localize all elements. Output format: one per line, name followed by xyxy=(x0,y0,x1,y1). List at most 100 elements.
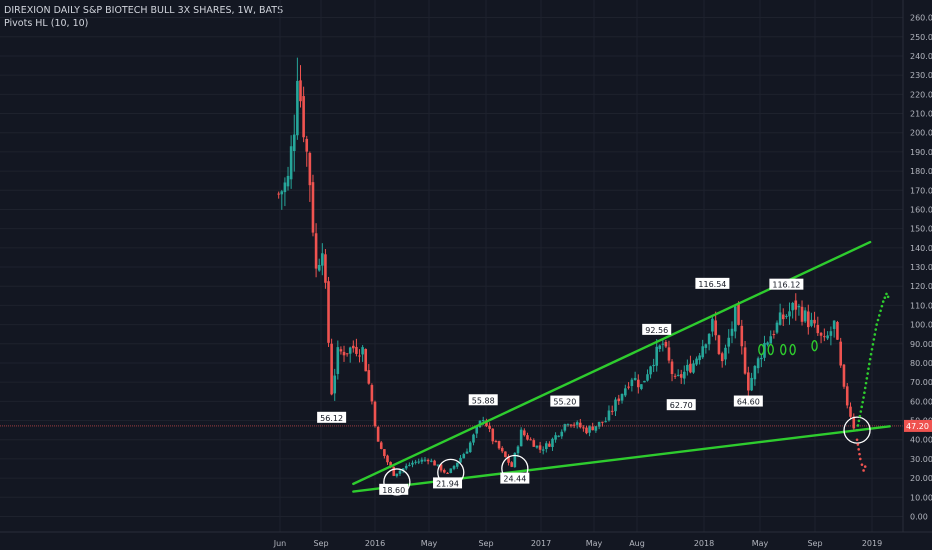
time-axis[interactable]: Jun Sep 2016 May Sep 2017 May Aug 2018 May Sep 2019 xyxy=(273,539,882,548)
pivot-label: 21.94 xyxy=(436,479,459,488)
candle-body xyxy=(494,441,498,443)
y-tick-label: 30.00 xyxy=(910,455,932,464)
candle-body xyxy=(497,441,501,449)
projection-dot-up xyxy=(855,428,859,432)
price-axis[interactable]: 0.0010.0020.0030.0040.0050.0060.0070.008… xyxy=(904,14,932,522)
candle-body xyxy=(810,319,813,326)
x-tick-label: May xyxy=(586,539,603,548)
projection-dot-up xyxy=(880,304,884,308)
candle-body xyxy=(760,357,763,360)
candle-body xyxy=(373,401,377,427)
y-tick-label: 170.00 xyxy=(910,186,932,195)
candle-body xyxy=(358,355,361,357)
projection-dot-up xyxy=(858,414,862,418)
candle-body xyxy=(286,175,290,187)
candle-body xyxy=(698,355,701,361)
candle-body xyxy=(720,353,724,362)
candle-body xyxy=(591,426,594,431)
x-tick-label: 2016 xyxy=(365,539,385,548)
candle-body xyxy=(529,439,532,441)
projection-dot-up xyxy=(857,419,861,423)
projection-dot-down xyxy=(863,465,867,468)
candle-body xyxy=(280,191,284,195)
candle-body xyxy=(532,440,536,447)
pivot-label-bg xyxy=(379,483,409,495)
pivot-label: 24.44 xyxy=(503,475,526,484)
candle-body xyxy=(500,447,504,452)
trendlines xyxy=(0,240,903,493)
annotations xyxy=(383,292,890,496)
projection-dot-up xyxy=(875,323,878,326)
pivot-label-bg xyxy=(695,277,730,289)
y-tick-label: 20.00 xyxy=(910,474,932,483)
candle-body xyxy=(468,442,472,453)
candle-body xyxy=(398,470,402,474)
pivot-label-bg xyxy=(500,472,530,484)
projection-dot-down xyxy=(859,457,862,461)
candle-body xyxy=(481,419,485,421)
candle-body xyxy=(545,443,548,450)
y-tick-label: 90.00 xyxy=(910,340,932,349)
candle-body xyxy=(523,430,526,436)
candle-body xyxy=(727,337,731,347)
candle-body xyxy=(673,375,677,377)
candle-body xyxy=(548,443,551,447)
pivot-label: 116.12 xyxy=(772,281,800,290)
candle-body xyxy=(658,345,662,349)
candle-body xyxy=(800,306,804,322)
candle-body xyxy=(747,372,750,391)
candle-body xyxy=(452,466,456,469)
candle-body xyxy=(714,320,717,336)
x-tick-label: 2017 xyxy=(531,539,551,548)
projection-dot-up xyxy=(883,296,887,300)
candle-body xyxy=(352,345,355,349)
projection-dot-up xyxy=(865,377,869,380)
projection-dot-up xyxy=(863,391,866,395)
pivot-label-bg xyxy=(468,394,498,406)
y-tick-label: 40.00 xyxy=(910,436,932,445)
last-price-label: 47.20 xyxy=(906,422,929,431)
candle-body xyxy=(404,465,408,469)
candle-body xyxy=(459,457,462,463)
y-tick-label: 120.00 xyxy=(910,282,932,291)
candle-body xyxy=(367,370,371,384)
projection-dot-up xyxy=(866,372,869,375)
candle-body xyxy=(845,386,849,406)
y-tick-label: 210.00 xyxy=(910,110,932,119)
candle-body xyxy=(569,424,573,426)
candle-body xyxy=(560,431,564,437)
pivot-label: 116.54 xyxy=(698,280,726,289)
candle-body xyxy=(832,320,836,329)
candle-body xyxy=(336,347,340,374)
candle-body xyxy=(579,422,582,428)
candle-body xyxy=(585,427,588,434)
candle-body xyxy=(788,311,791,317)
projection-dot-up xyxy=(856,424,860,427)
candle-body xyxy=(510,462,513,467)
projection-dot-up xyxy=(862,396,865,399)
candle-body xyxy=(607,410,611,421)
candle-body xyxy=(465,451,469,454)
candle-body xyxy=(750,377,753,391)
candle-body xyxy=(637,379,640,388)
candle-body xyxy=(516,446,520,454)
x-tick-label: Sep xyxy=(807,539,822,548)
candle-body xyxy=(676,374,680,376)
candle-body xyxy=(472,434,475,443)
projection-dot-up xyxy=(860,405,864,409)
candle-body xyxy=(707,333,711,345)
candle-body xyxy=(333,375,337,394)
candle-body xyxy=(554,435,557,440)
projection-dot-down xyxy=(857,448,860,451)
candle-body xyxy=(411,462,414,465)
candle-body xyxy=(330,343,333,395)
candle-body xyxy=(604,421,607,423)
chart-header: DIREXION DAILY S&P BIOTECH BULL 3X SHARE… xyxy=(4,4,283,30)
candle-body xyxy=(849,406,852,417)
candle-body xyxy=(566,424,570,426)
candle-body xyxy=(305,138,309,152)
candle-body xyxy=(775,322,779,333)
candle-body xyxy=(682,371,686,379)
projection-dot-up xyxy=(886,295,890,299)
